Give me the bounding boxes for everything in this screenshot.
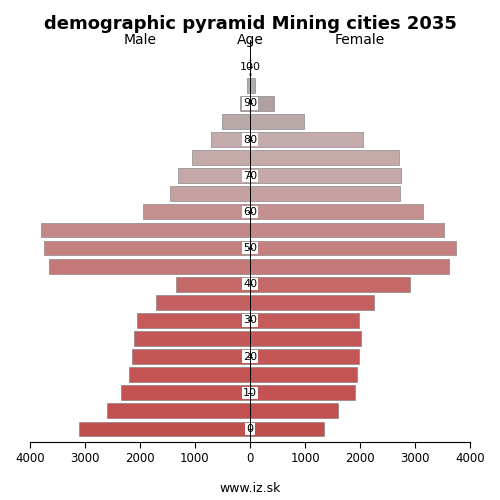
Bar (170, 186, 250, 201)
Bar (250, 78, 255, 92)
Bar (250, 295, 374, 310)
Bar (250, 331, 361, 346)
Text: 20: 20 (243, 352, 257, 362)
Text: 60: 60 (243, 207, 257, 217)
Bar (240, 96, 250, 111)
Bar (41, 222, 250, 238)
Text: www.iz.sk: www.iz.sk (220, 482, 280, 495)
Bar (250, 60, 252, 74)
Bar (250, 150, 398, 165)
Text: 50: 50 (243, 243, 257, 253)
Text: 30: 30 (243, 316, 257, 326)
Bar (250, 349, 359, 364)
Bar (132, 349, 250, 364)
Bar (249, 60, 250, 74)
Bar (222, 114, 250, 129)
Bar (250, 204, 424, 220)
Bar (156, 295, 250, 310)
Bar (250, 313, 359, 328)
Bar (250, 168, 402, 183)
Bar (142, 204, 250, 220)
Bar (250, 404, 338, 418)
Bar (44, 240, 250, 256)
Text: 40: 40 (243, 279, 257, 289)
Text: 100: 100 (240, 62, 260, 72)
Text: Male: Male (124, 34, 156, 48)
Bar (120, 386, 250, 400)
Bar (212, 132, 250, 147)
Bar (49, 259, 250, 274)
Text: 70: 70 (243, 170, 257, 180)
Bar (134, 331, 250, 346)
Text: Female: Female (335, 34, 385, 48)
Text: 80: 80 (243, 134, 257, 144)
Text: 10: 10 (243, 388, 257, 398)
Bar (247, 78, 250, 92)
Bar (250, 368, 358, 382)
Bar (250, 114, 304, 129)
Bar (176, 277, 250, 291)
Bar (80, 422, 250, 436)
Bar (250, 277, 410, 291)
Bar (250, 386, 354, 400)
Bar (250, 96, 274, 111)
Bar (250, 240, 456, 256)
Bar (178, 168, 250, 183)
Bar (250, 132, 363, 147)
Bar (107, 404, 250, 418)
Bar (250, 422, 324, 436)
Bar (250, 259, 450, 274)
Bar (129, 368, 250, 382)
Text: Age: Age (236, 34, 264, 48)
Bar (137, 313, 250, 328)
Bar (250, 222, 444, 238)
Bar (250, 186, 400, 201)
Bar (192, 150, 250, 165)
Text: 0: 0 (246, 424, 254, 434)
Title: demographic pyramid Mining cities 2035: demographic pyramid Mining cities 2035 (44, 15, 457, 33)
Text: 90: 90 (243, 98, 257, 108)
